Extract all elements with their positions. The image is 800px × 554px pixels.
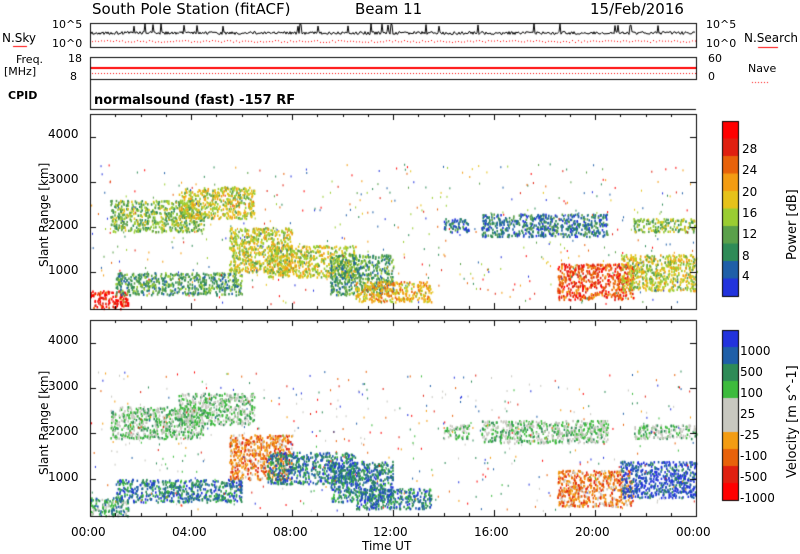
xlabel: Time UT <box>362 539 412 553</box>
velocity-cbar-tick-1000: 1000 <box>740 344 771 358</box>
velocity-cbar-tick-m1000: -1000 <box>740 491 775 505</box>
power-ytick-4000: 4000 <box>48 127 79 141</box>
power-colorbar-label: Power [dB] <box>785 189 800 260</box>
noise-tick-left-top: 10^5 <box>52 18 83 31</box>
freq-tick-bottom: 8 <box>70 70 77 83</box>
xtick-0: 00:00 <box>71 525 106 539</box>
velocity-cbar-tick-m100: -100 <box>740 449 768 463</box>
power-cbar-tick-24: 24 <box>742 163 758 177</box>
nave-tick-top: 60 <box>708 52 722 65</box>
power-cbar-tick-16: 16 <box>742 206 758 220</box>
xtick-5: 20:00 <box>575 525 610 539</box>
noise-tick-right-top: 10^5 <box>706 18 737 31</box>
velocity-ytick-2000: 2000 <box>48 424 79 438</box>
power-cbar-tick-28: 28 <box>742 142 758 156</box>
power-ytick-3000: 3000 <box>48 172 79 186</box>
freq-label: Freq. <box>16 53 44 66</box>
xtick-1: 04:00 <box>172 525 207 539</box>
date-label: 15/Feb/2016 <box>590 0 684 18</box>
velocity-ytick-3000: 3000 <box>48 379 79 393</box>
velocity-ytick-4000: 4000 <box>48 333 79 347</box>
noise-tick-left-bottom: 10^0 <box>52 37 83 50</box>
power-ytick-1000: 1000 <box>48 263 79 277</box>
power-cbar-tick-20: 20 <box>742 185 758 199</box>
velocity-cbar-tick-m500: -500 <box>740 470 768 484</box>
velocity-cbar-tick-25: 25 <box>740 407 756 421</box>
nave-tick-bottom: 0 <box>708 70 715 83</box>
velocity-colorbar-label: Velocity [m s^-1] <box>785 365 800 478</box>
plot-title: South Pole Station (fitACF) <box>92 0 291 18</box>
power-cbar-tick-4: 4 <box>742 269 750 283</box>
freq-unit: [MHz] <box>4 65 37 78</box>
xtick-6: 00:00 <box>676 525 711 539</box>
power-cbar-tick-8: 8 <box>742 249 750 263</box>
xtick-3: 12:00 <box>373 525 408 539</box>
nsky-label: N.Sky <box>2 31 37 45</box>
nave-label: Nave <box>748 62 777 75</box>
nsearch-label: N.Search <box>744 31 799 45</box>
velocity-ytick-1000: 1000 <box>48 470 79 484</box>
power-cbar-tick-12: 12 <box>742 227 758 241</box>
cpid-label: CPID <box>8 89 38 102</box>
velocity-cbar-tick-100: 100 <box>740 386 763 400</box>
velocity-cbar-tick-500: 500 <box>740 365 763 379</box>
freq-tick-top: 18 <box>68 52 82 65</box>
beam-label: Beam 11 <box>355 0 423 18</box>
xtick-2: 08:00 <box>273 525 308 539</box>
cpid-text: normalsound (fast) -157 RF <box>94 93 296 108</box>
velocity-cbar-tick-m25: -25 <box>740 428 760 442</box>
noise-tick-right-bottom: 10^0 <box>706 37 737 50</box>
power-ytick-2000: 2000 <box>48 218 79 232</box>
xtick-4: 16:00 <box>474 525 509 539</box>
